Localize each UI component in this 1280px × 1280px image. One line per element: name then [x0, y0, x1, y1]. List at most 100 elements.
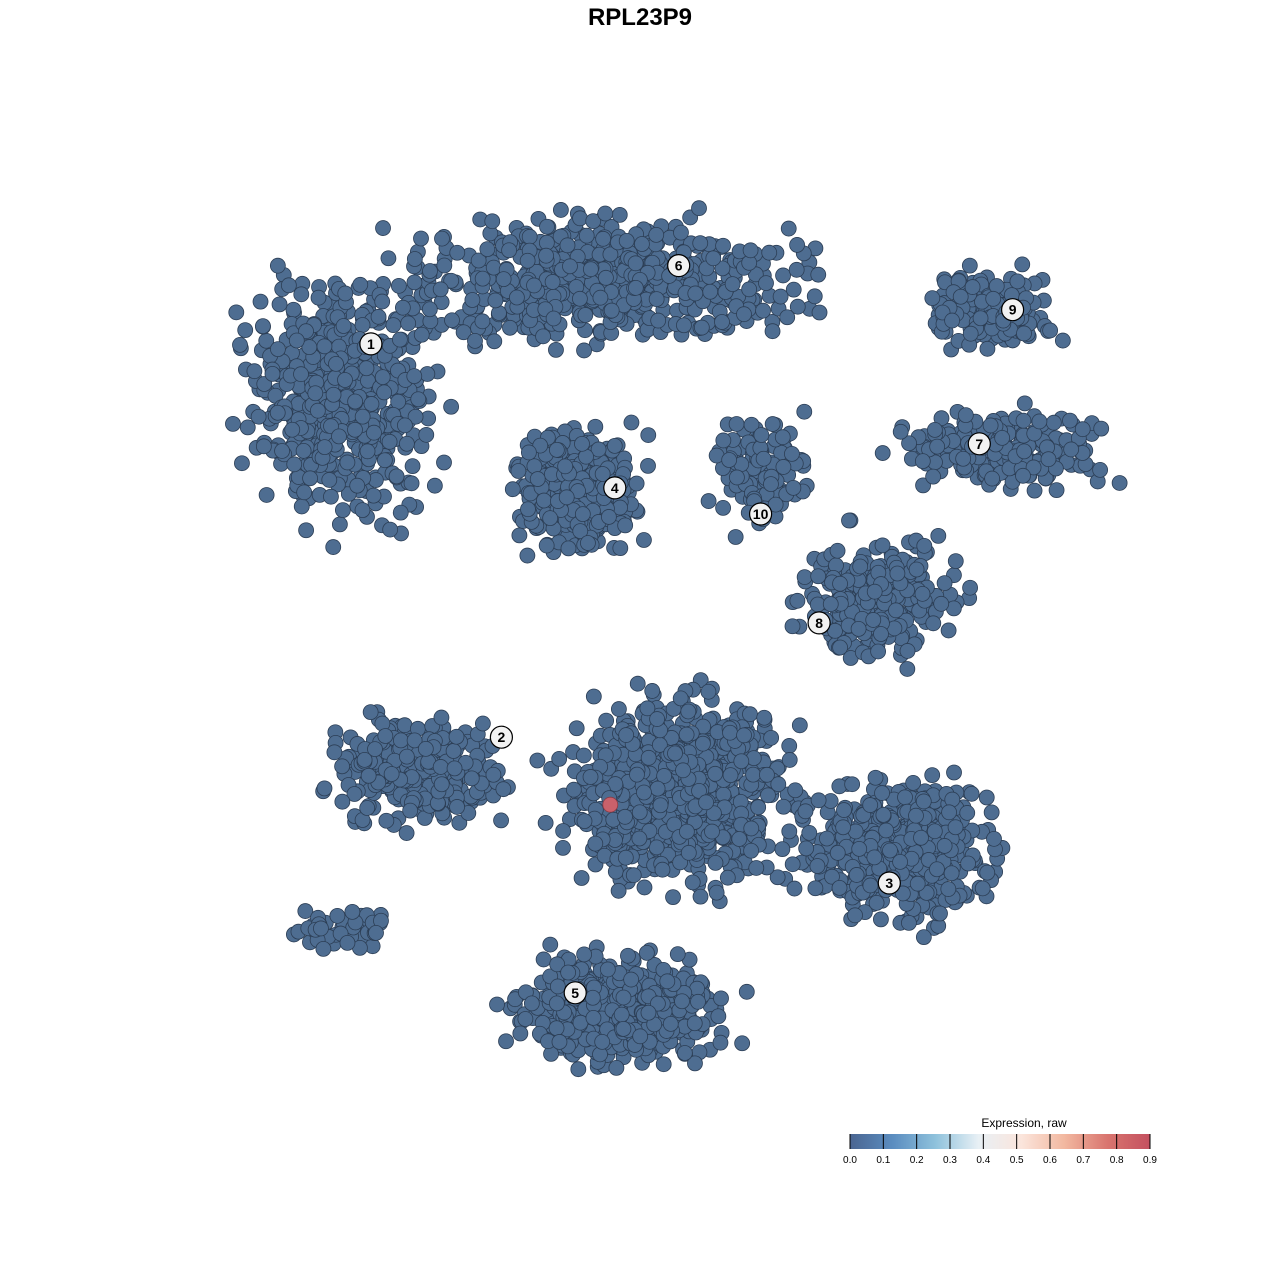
cell-point: [774, 429, 791, 446]
cell-point: [874, 785, 890, 801]
cell-point: [908, 561, 925, 578]
cell-point: [576, 813, 593, 830]
cell-point: [791, 717, 808, 734]
cell-point: [728, 416, 745, 432]
cell-point: [552, 202, 569, 218]
cell-point: [780, 220, 797, 237]
cell-point: [667, 745, 683, 762]
cell-point: [381, 433, 398, 450]
cell-point: [836, 802, 852, 818]
cell-point: [562, 258, 578, 275]
cell-point: [761, 244, 778, 261]
cell-point: [719, 869, 736, 886]
cell-point: [548, 442, 565, 458]
cell-point: [334, 502, 351, 519]
cell-point: [422, 263, 438, 279]
cell-point: [636, 879, 653, 896]
cell-point: [293, 366, 309, 383]
cell-point: [695, 735, 711, 752]
cell-point: [529, 471, 546, 487]
cell-point: [396, 717, 413, 734]
cell-point: [573, 870, 590, 886]
cell-point: [655, 1056, 672, 1073]
cell-point: [781, 738, 798, 754]
cell-point: [548, 341, 564, 358]
cell-point: [743, 820, 760, 837]
cell-point: [501, 242, 517, 259]
cell-point: [568, 720, 585, 737]
cell-point: [1045, 414, 1062, 431]
cluster-label-text: 3: [885, 875, 893, 891]
cell-point: [315, 940, 332, 957]
cell-point: [1042, 322, 1059, 339]
cell-point: [665, 889, 681, 906]
cell-point: [947, 819, 964, 836]
cluster-label-text: 9: [1009, 302, 1017, 318]
cell-point: [722, 767, 739, 784]
cell-point: [529, 752, 546, 769]
cell-point: [662, 1015, 679, 1032]
colorbar-tick-label: 0.9: [1143, 1155, 1157, 1166]
cell-point: [618, 232, 635, 249]
cell-point: [865, 612, 882, 628]
cell-point: [781, 823, 798, 840]
cell-point: [394, 299, 411, 316]
cell-point: [406, 251, 423, 267]
cell-point: [392, 331, 408, 348]
cell-point: [775, 798, 792, 815]
cell-point: [704, 823, 720, 840]
cell-point: [362, 704, 379, 721]
cell-point: [595, 230, 612, 247]
cell-point: [734, 1035, 751, 1052]
colorbar-legend: Expression, raw 0.0 0.1 0.2 0.3 0.4 0.5 0.6 0.7…: [843, 1116, 1157, 1166]
cell-point: [565, 781, 582, 798]
cell-point: [936, 838, 953, 854]
cell-point: [417, 740, 434, 757]
colorbar-tick-label: 0.2: [910, 1155, 924, 1166]
cell-point: [888, 602, 904, 619]
cell-point: [376, 452, 393, 469]
cell-point: [548, 1020, 565, 1037]
cell-point: [674, 993, 690, 1010]
cell-point: [925, 468, 942, 485]
cell-point: [264, 365, 281, 382]
cell-point: [882, 842, 898, 859]
cell-point: [889, 565, 906, 582]
cell-point: [669, 946, 686, 963]
cell-point: [629, 766, 645, 783]
cell-point: [406, 274, 423, 291]
cell-point: [678, 823, 695, 840]
cell-point: [535, 328, 551, 345]
cell-point: [636, 532, 652, 548]
cell-point: [932, 905, 948, 922]
cell-point: [519, 252, 536, 269]
cell-point: [587, 835, 604, 852]
cell-point: [432, 759, 449, 775]
cell-point: [851, 840, 868, 857]
cell-point: [870, 643, 887, 660]
cell-point: [627, 279, 644, 296]
cell-point: [862, 797, 879, 813]
cluster-label-4: 4: [603, 476, 627, 500]
cell-point: [337, 372, 353, 388]
cell-point: [722, 724, 738, 741]
cell-point: [750, 799, 767, 816]
cell-point: [675, 762, 691, 779]
cell-point: [271, 296, 288, 313]
cell-point: [334, 758, 350, 775]
cell-point: [649, 711, 666, 727]
cell-point: [519, 547, 536, 564]
cell-point: [339, 934, 356, 951]
cluster-label-text: 4: [611, 480, 619, 496]
cell-point: [901, 914, 917, 931]
cell-point: [280, 277, 297, 294]
cell-point: [866, 849, 883, 866]
cell-point: [403, 475, 420, 492]
cell-point: [972, 310, 989, 327]
cell-point: [397, 417, 413, 434]
cell-point: [339, 454, 356, 471]
cell-point: [649, 780, 666, 797]
cell-point: [832, 575, 848, 592]
cell-point: [337, 285, 354, 302]
cell-point: [810, 266, 827, 283]
